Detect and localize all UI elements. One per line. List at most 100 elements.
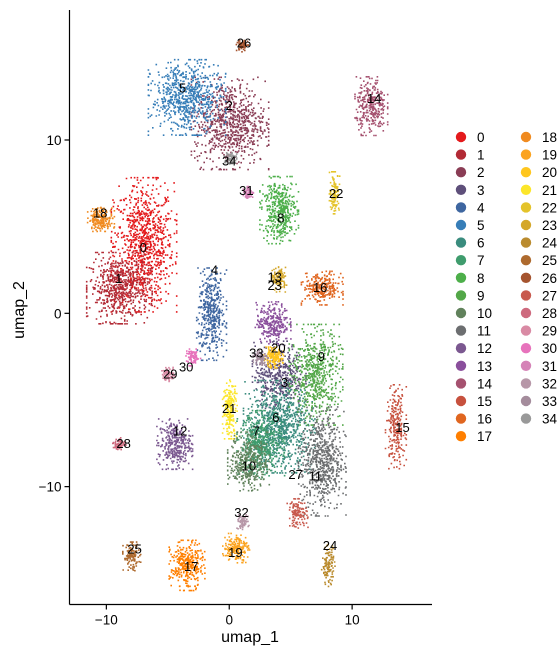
cluster-21-points [221,379,238,440]
legend-swatch [455,202,467,213]
legend-swatch [520,325,532,336]
cluster-label-13: 13 [267,269,281,284]
legend-label: 28 [542,306,557,321]
legend-label: 18 [542,130,557,145]
cluster-label-9: 9 [318,349,325,364]
legend-label: 19 [542,148,557,163]
cluster-label-12: 12 [173,424,187,439]
legend-swatch [455,325,467,336]
cluster-labels: 0123456789101112131415161718192021222324… [93,35,410,574]
legend-swatch [520,219,532,231]
legend-item-4: 4 [455,200,485,215]
cluster-30-points [185,348,202,367]
cluster-label-34: 34 [222,153,236,168]
y-axis-title: umap_2 [11,281,28,339]
legend-item-9: 9 [455,288,485,303]
cluster-label-16: 16 [313,280,327,295]
x-tick-label: 10 [345,613,360,628]
cluster-3-points [251,340,307,410]
legend-item-18: 18 [520,130,557,145]
cluster-0-points [110,176,178,313]
legend-swatch [520,395,532,407]
cluster-9-points [288,323,344,426]
cluster-label-21: 21 [222,401,236,416]
legend-label: 21 [542,183,557,198]
cluster-label-10: 10 [242,458,256,473]
cluster-20-points [262,346,285,369]
legend-swatch [520,167,532,178]
legend-swatch [455,272,467,283]
cluster-label-2: 2 [226,98,233,113]
x-tick-label: −10 [95,613,118,628]
cluster-label-22: 22 [329,186,343,201]
cluster-label-31: 31 [239,183,253,198]
cluster-label-27: 27 [288,467,302,482]
legend-swatch [455,378,467,389]
points-layer [85,39,408,592]
legend-label: 2 [477,165,485,180]
legend-label: 1 [477,148,485,163]
legend-item-28: 28 [520,306,557,321]
cluster-label-17: 17 [184,559,198,574]
legend-label: 34 [542,412,558,427]
cluster-28-points [112,437,127,451]
cluster-29-points [161,366,176,383]
y-tick-label: 0 [54,306,62,321]
legend-label: 13 [477,359,492,374]
legend-swatch [455,431,467,442]
legend-item-20: 20 [520,165,557,180]
cluster-18-points [86,206,116,233]
legend-item-11: 11 [455,324,491,339]
cluster-label-25: 25 [127,542,141,557]
legend-swatch [455,184,467,195]
legend-item-31: 31 [520,359,557,374]
cluster-15-points [384,384,408,470]
legend-swatch [455,290,467,301]
cluster-17-points [168,539,206,592]
legend-swatch [520,202,532,213]
cluster-label-29: 29 [163,367,177,382]
cluster-label-1: 1 [115,271,122,286]
cluster-label-11: 11 [309,469,323,484]
legend-label: 8 [477,271,485,286]
legend-label: 9 [477,288,485,303]
legend-item-30: 30 [520,341,557,356]
cluster-27-points [286,498,309,529]
legend-swatch [455,167,467,178]
legend-item-10: 10 [455,306,492,321]
legend-item-3: 3 [455,183,485,198]
legend-swatch [455,413,467,424]
legend-swatch [520,290,532,301]
legend-label: 25 [542,253,557,268]
legend-label: 16 [477,412,492,427]
legend-swatch [520,149,532,160]
cluster-4-points [195,267,228,362]
legend-swatch [520,272,532,283]
legend-swatch [520,378,532,389]
legend-label: 17 [477,429,492,444]
legend-item-7: 7 [455,253,485,268]
cluster-label-19: 19 [228,545,242,560]
cluster-label-3: 3 [281,375,288,390]
cluster-26-points [235,39,250,53]
legend-label: 31 [542,359,557,374]
legend-item-21: 21 [520,183,557,198]
legend-swatch [520,237,532,248]
legend-label: 0 [477,130,485,145]
legend-item-16: 16 [455,412,492,427]
cluster-24-points [320,543,336,588]
legend-item-29: 29 [520,324,557,339]
cluster-label-30: 30 [179,360,193,375]
legend-label: 12 [477,341,492,356]
y-axis-ticks: −10 0 10 [39,133,70,495]
legend-swatch [455,219,467,231]
legend-item-8: 8 [455,271,485,286]
cluster-16-points [300,270,344,306]
cluster-label-20: 20 [271,341,285,356]
legend-label: 30 [542,341,557,356]
legend-label: 7 [477,253,485,268]
legend-swatch [520,255,532,266]
legend-label: 4 [477,200,485,215]
legend-item-32: 32 [520,376,557,391]
